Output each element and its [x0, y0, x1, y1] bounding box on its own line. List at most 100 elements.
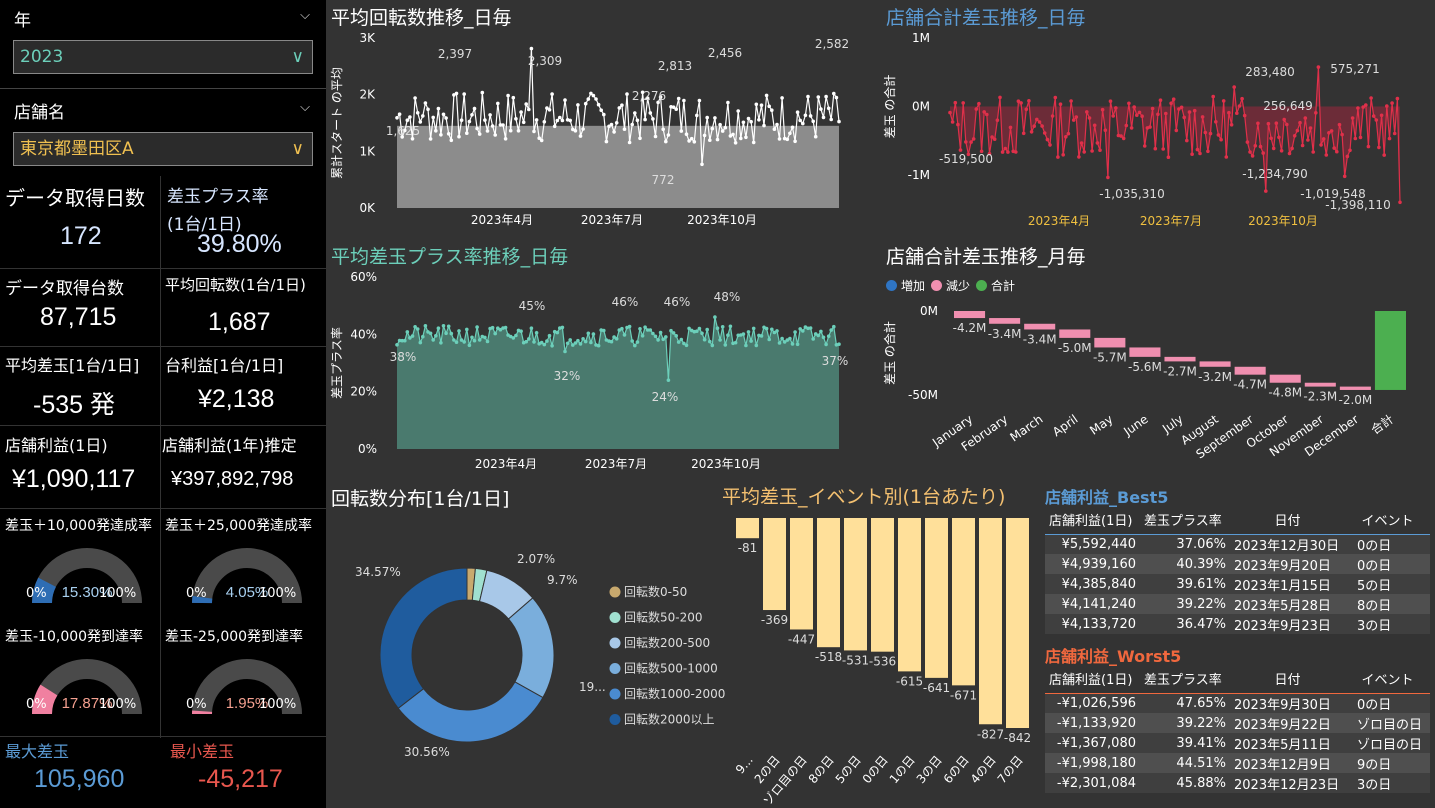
legend-item[interactable]: 合計 [976, 279, 1015, 293]
chevron-down-icon[interactable]: ⌵ [300, 100, 310, 115]
data-point [1392, 131, 1397, 136]
event-bar[interactable] [790, 518, 813, 630]
waterfall-bar[interactable] [1059, 329, 1091, 338]
data-point [692, 140, 697, 144]
event-bar[interactable] [871, 518, 894, 652]
event-bar[interactable] [898, 518, 921, 672]
table-cell: ¥4,385,840 [1061, 576, 1136, 592]
table-row[interactable]: -¥1,026,596 47.65% 2023年9月30日 0の日 [1045, 693, 1430, 713]
event-bar[interactable] [925, 518, 948, 678]
gauge-value: 17.87% [62, 695, 113, 712]
data-point [948, 110, 952, 115]
legend-label[interactable]: 回転数0-50 [624, 584, 687, 599]
data-point [1132, 105, 1136, 109]
data-point [803, 113, 808, 118]
data-point [705, 115, 709, 120]
year-select[interactable]: 2023 ∨ [13, 40, 313, 74]
legend-item[interactable]: 増加 [886, 279, 925, 293]
data-point [798, 327, 802, 331]
legend-label[interactable]: 回転数50-200 [624, 610, 703, 625]
data-point [1029, 130, 1034, 134]
data-point [457, 329, 461, 333]
event-bar[interactable] [1006, 518, 1029, 728]
data-label: -1,035,310 [1099, 187, 1164, 201]
data-point [974, 107, 979, 111]
event-bar[interactable] [844, 518, 867, 651]
waterfall-bar[interactable] [989, 318, 1021, 324]
data-point [648, 328, 653, 332]
data-point [415, 111, 420, 115]
table-cell: 0の日 [1357, 697, 1392, 713]
column-header[interactable]: 差玉プラス率 [1140, 665, 1230, 694]
event-bar-chart[interactable]: -819...-3692の日-447ゾロ目の日-5188の日-5315の日-53… [722, 510, 1037, 805]
data-label: -518 [815, 650, 842, 664]
waterfall-bar[interactable] [1094, 337, 1126, 348]
column-header[interactable]: 店舗利益(1日) [1045, 665, 1140, 694]
column-header[interactable]: 日付 [1230, 665, 1345, 694]
x-tick-label: 2023年7月 [581, 213, 643, 227]
column-header[interactable]: イベント [1345, 665, 1430, 694]
legend-item[interactable]: 減少 [931, 279, 970, 293]
store-daily-chart[interactable]: 1M 0M -1M 差玉 の合計 283,480 575,271 256,649 -519,5… [880, 28, 1420, 233]
data-point [1371, 114, 1376, 118]
legend-label[interactable]: 回転数1000-2000 [624, 686, 725, 701]
table-cell: 2023年9月20日 [1234, 558, 1331, 574]
column-header[interactable]: 差玉プラス率 [1140, 506, 1230, 535]
table-row[interactable]: ¥4,385,840 39.61% 2023年1月15日 5の日 [1045, 574, 1430, 594]
data-point [720, 325, 725, 329]
data-point [674, 334, 678, 338]
table-row[interactable]: -¥1,998,180 44.51% 2023年12月9日 9の日 [1045, 753, 1430, 773]
column-header[interactable]: 店舗利益(1日) [1045, 506, 1140, 535]
chevron-down-icon[interactable]: ⌵ [300, 8, 310, 23]
waterfall-total-bar[interactable] [1374, 311, 1406, 390]
waterfall-bar[interactable] [1164, 356, 1196, 362]
table-row[interactable]: -¥2,301,084 45.88% 2023年12月23日 3の日 [1045, 773, 1430, 793]
data-point [834, 95, 839, 100]
table-row[interactable]: ¥4,939,160 40.39% 2023年9月20日 0の日 [1045, 554, 1430, 574]
waterfall-bar[interactable] [1129, 347, 1161, 357]
event-bar[interactable] [952, 518, 975, 686]
table-row[interactable]: ¥4,133,720 36.47% 2023年9月23日 3の日 [1045, 614, 1430, 634]
donut-slice[interactable] [397, 681, 544, 743]
y-tick-label: 20% [350, 385, 377, 399]
data-point [444, 116, 448, 120]
spins-distribution-donut[interactable]: 2.07% 9.7% 19... 30.56% 34.57% 回転数0-50 回転数50-2… [327, 510, 727, 805]
legend-label[interactable]: 回転数200-500 [624, 635, 710, 650]
y-tick-label: 1M [912, 31, 930, 45]
plus-daily-chart[interactable]: 60% 40% 20% 0% 差玉プラス率 45% 46% 46% 48% 38% 32% 24% 37… [327, 265, 857, 475]
store-select[interactable]: 東京都墨田区A ∨ [13, 132, 313, 166]
donut-slice[interactable] [379, 567, 468, 709]
data-point [1192, 108, 1197, 113]
waterfall-bar[interactable] [1024, 323, 1056, 330]
table-row[interactable]: -¥1,367,080 39.41% 2023年5月11日 ゾロ目の日 [1045, 733, 1430, 753]
event-bar[interactable] [979, 518, 1002, 725]
y-axis-label: 差玉プラス率 [329, 327, 344, 399]
table-row[interactable]: ¥5,592,440 37.06% 2023年12月30日 0の日 [1045, 534, 1430, 554]
worst5-table: 店舗利益(1日) 差玉プラス率 日付 イベント -¥1,026,596 47.65% 202… [1045, 665, 1430, 793]
column-header[interactable]: イベント [1345, 506, 1430, 535]
event-bar[interactable] [763, 518, 786, 611]
waterfall-bar[interactable] [1269, 374, 1301, 383]
x-tick-label: June [1120, 412, 1150, 439]
data-label: -4.2M [953, 321, 987, 335]
legend-label[interactable]: 回転数2000以上 [624, 712, 715, 727]
data-point [651, 331, 655, 336]
data-point [397, 112, 402, 116]
column-header[interactable]: 日付 [1230, 506, 1345, 535]
data-point [395, 343, 399, 347]
waterfall-bar[interactable] [954, 311, 986, 319]
table-row[interactable]: -¥1,133,920 39.22% 2023年9月22日 ゾロ目の日 [1045, 713, 1430, 733]
waterfall-bar[interactable] [1339, 386, 1371, 390]
event-bar[interactable] [817, 518, 840, 648]
data-point [782, 340, 787, 344]
table-row[interactable]: ¥4,141,240 39.22% 2023年5月28日 8の日 [1045, 594, 1430, 614]
waterfall-bar[interactable] [1199, 361, 1231, 367]
data-point [1040, 124, 1044, 128]
legend-label[interactable]: 回転数500-1000 [624, 661, 718, 676]
event-bar[interactable] [736, 518, 759, 539]
waterfall-bar[interactable] [1304, 382, 1336, 387]
spins-daily-chart[interactable]: 3K 2K 1K 0K 累計スタート の平均 2,397 2,309 2,813 2,276 2,… [327, 28, 857, 233]
data-point [640, 334, 645, 338]
waterfall-bar[interactable] [1234, 366, 1266, 375]
